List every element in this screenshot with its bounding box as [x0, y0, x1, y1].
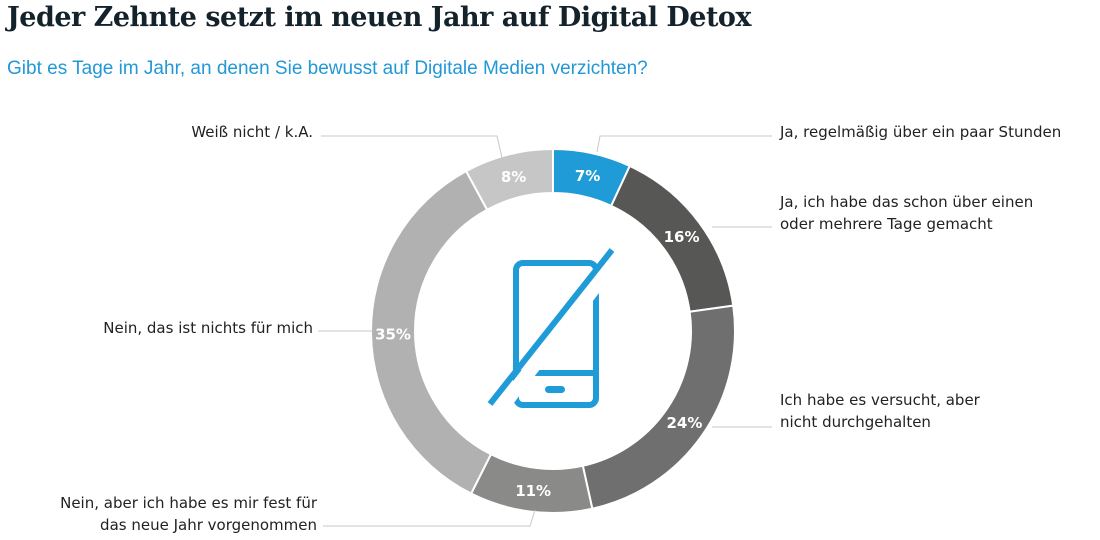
slice-percent-label: 7% [575, 167, 600, 185]
slice-percent-label: 8% [501, 168, 526, 186]
label-ja-regelmaessig: Ja, regelmäßig über ein paar Stunden [780, 121, 1061, 143]
label-line: oder mehrere Tage gemacht [780, 215, 993, 233]
label-line: Nein, das ist nichts für mich [103, 319, 313, 337]
label-vorgenommen: Nein, aber ich habe es mir fest für das … [60, 492, 317, 536]
leader-line [321, 135, 504, 163]
label-versucht: Ich habe es versucht, aber nicht durchge… [780, 389, 980, 433]
label-line: Ja, regelmäßig über ein paar Stunden [780, 123, 1062, 141]
slice-percent-label: 16% [664, 228, 700, 246]
label-line: Ja, ich habe das schon über einen [780, 193, 1034, 211]
donut-slice [581, 304, 736, 510]
chart-subtitle: Gibt es Tage im Jahr, an denen Sie bewus… [7, 58, 648, 79]
label-line: Nein, aber ich habe es mir fest für [60, 494, 317, 512]
chart-title: Jeder Zehnte setzt im neuen Jahr auf Dig… [7, 2, 752, 33]
label-weiss-nicht: Weiß nicht / k.A. [191, 121, 313, 143]
label-line: das neue Jahr vorgenommen [100, 516, 317, 534]
donut-slices [370, 147, 736, 514]
label-line: nicht durchgehalten [780, 413, 931, 431]
no-smartphone-icon [487, 247, 628, 417]
label-line: Ich habe es versucht, aber [780, 391, 980, 409]
leader-lines [318, 135, 772, 527]
leader-line [596, 135, 772, 153]
label-nichts-fuer-mich: Nein, das ist nichts für mich [103, 317, 313, 339]
slice-percent-label: 35% [375, 325, 411, 343]
percent-labels: 7% 16% 24% 11% 35% 8% [375, 167, 702, 500]
donut-slice [370, 169, 493, 495]
leader-line [323, 509, 536, 527]
label-line: Weiß nicht / k.A. [191, 123, 313, 141]
donut-slice [464, 147, 554, 212]
slice-percent-label: 24% [667, 414, 703, 432]
label-ja-tage: Ja, ich habe das schon über einen oder m… [780, 191, 1033, 235]
slice-percent-label: 11% [515, 482, 551, 500]
